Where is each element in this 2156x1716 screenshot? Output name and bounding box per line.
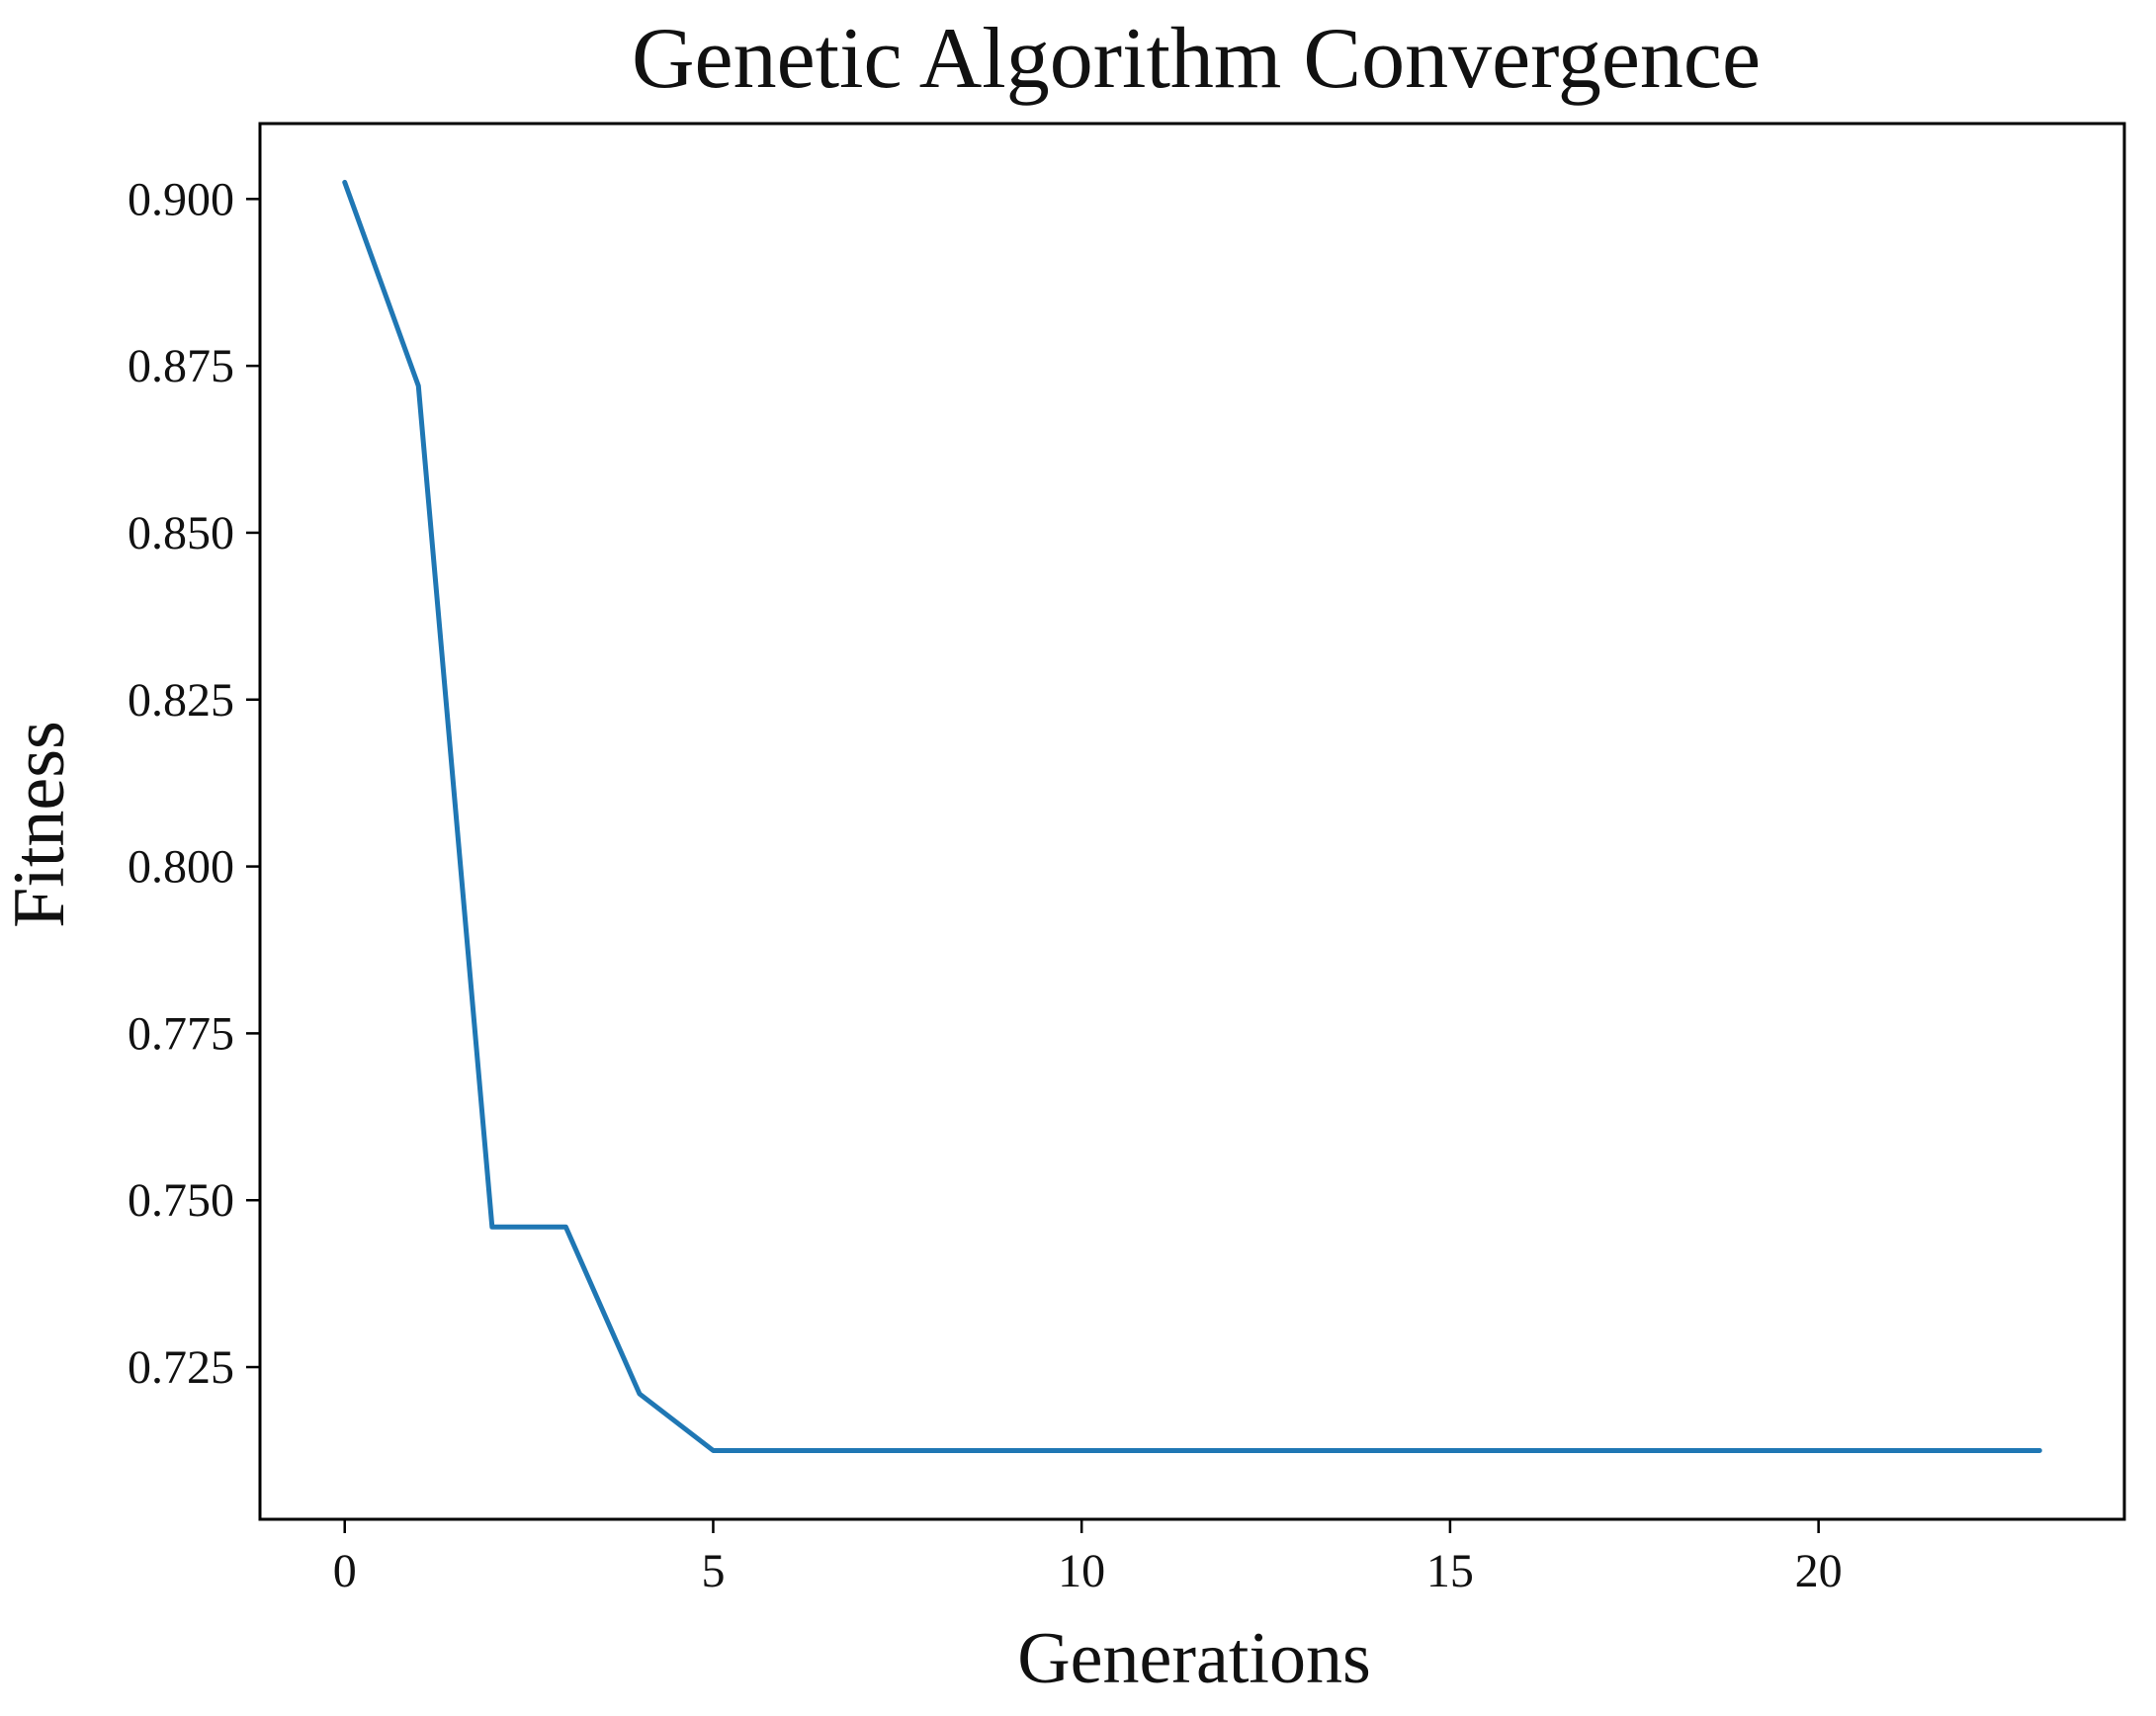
x-axis-label: Generations [1017, 1618, 1371, 1699]
y-axis-label: Fitness [0, 721, 80, 928]
x-tick-label: 10 [1058, 1545, 1105, 1597]
y-tick-label: 0.725 [128, 1341, 234, 1394]
x-tick-label: 15 [1426, 1545, 1474, 1597]
x-axis: 0 5 10 15 20 [333, 1519, 1843, 1597]
x-tick-label: 0 [333, 1545, 357, 1597]
series-layer [342, 179, 2042, 1453]
x-tick-label: 5 [701, 1545, 725, 1597]
y-axis: 0.725 0.750 0.775 0.800 0.825 0.850 0.875 0.900 [128, 173, 260, 1394]
chart-title: Genetic Algorithm Convergence [632, 11, 1761, 107]
y-tick-label: 0.775 [128, 1007, 234, 1060]
y-tick-label: 0.750 [128, 1174, 234, 1227]
y-tick-label: 0.900 [128, 173, 234, 225]
y-tick-label: 0.825 [128, 674, 234, 727]
y-tick-label: 0.850 [128, 507, 234, 559]
x-tick-label: 20 [1795, 1545, 1843, 1597]
fitness-series-line [342, 179, 2042, 1453]
plot-area [258, 122, 2126, 1521]
y-tick-label: 0.875 [128, 340, 234, 392]
y-tick-label: 0.800 [128, 841, 234, 894]
